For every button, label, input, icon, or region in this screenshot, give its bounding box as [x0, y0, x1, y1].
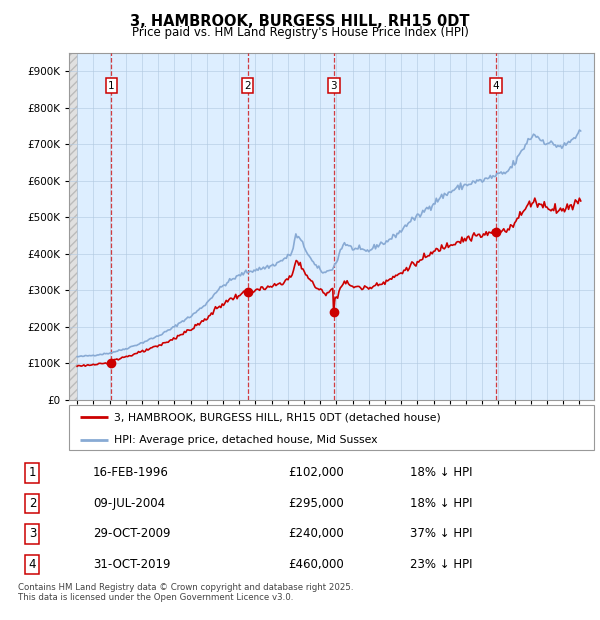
- Text: 23% ↓ HPI: 23% ↓ HPI: [410, 558, 472, 571]
- Text: 2: 2: [244, 81, 251, 91]
- Text: £295,000: £295,000: [289, 497, 344, 510]
- Text: 4: 4: [493, 81, 499, 91]
- Text: 3, HAMBROOK, BURGESS HILL, RH15 0DT: 3, HAMBROOK, BURGESS HILL, RH15 0DT: [130, 14, 470, 29]
- Text: 09-JUL-2004: 09-JUL-2004: [93, 497, 165, 510]
- Text: 18% ↓ HPI: 18% ↓ HPI: [410, 466, 472, 479]
- Text: 37% ↓ HPI: 37% ↓ HPI: [410, 528, 472, 541]
- Text: 16-FEB-1996: 16-FEB-1996: [93, 466, 169, 479]
- Text: 31-OCT-2019: 31-OCT-2019: [93, 558, 170, 571]
- Text: 1: 1: [108, 81, 115, 91]
- Text: 29-OCT-2009: 29-OCT-2009: [93, 528, 170, 541]
- Text: £460,000: £460,000: [289, 558, 344, 571]
- Text: 1: 1: [29, 466, 36, 479]
- Text: HPI: Average price, detached house, Mid Sussex: HPI: Average price, detached house, Mid …: [113, 435, 377, 445]
- Text: Price paid vs. HM Land Registry's House Price Index (HPI): Price paid vs. HM Land Registry's House …: [131, 26, 469, 39]
- Text: 18% ↓ HPI: 18% ↓ HPI: [410, 497, 472, 510]
- Text: 2: 2: [29, 497, 36, 510]
- Text: Contains HM Land Registry data © Crown copyright and database right 2025.
This d: Contains HM Land Registry data © Crown c…: [18, 583, 353, 602]
- Text: £240,000: £240,000: [289, 528, 344, 541]
- Text: 4: 4: [29, 558, 36, 571]
- Text: 3, HAMBROOK, BURGESS HILL, RH15 0DT (detached house): 3, HAMBROOK, BURGESS HILL, RH15 0DT (det…: [113, 412, 440, 422]
- Text: £102,000: £102,000: [289, 466, 344, 479]
- Text: 3: 3: [29, 528, 36, 541]
- Text: 3: 3: [330, 81, 337, 91]
- FancyBboxPatch shape: [69, 405, 594, 450]
